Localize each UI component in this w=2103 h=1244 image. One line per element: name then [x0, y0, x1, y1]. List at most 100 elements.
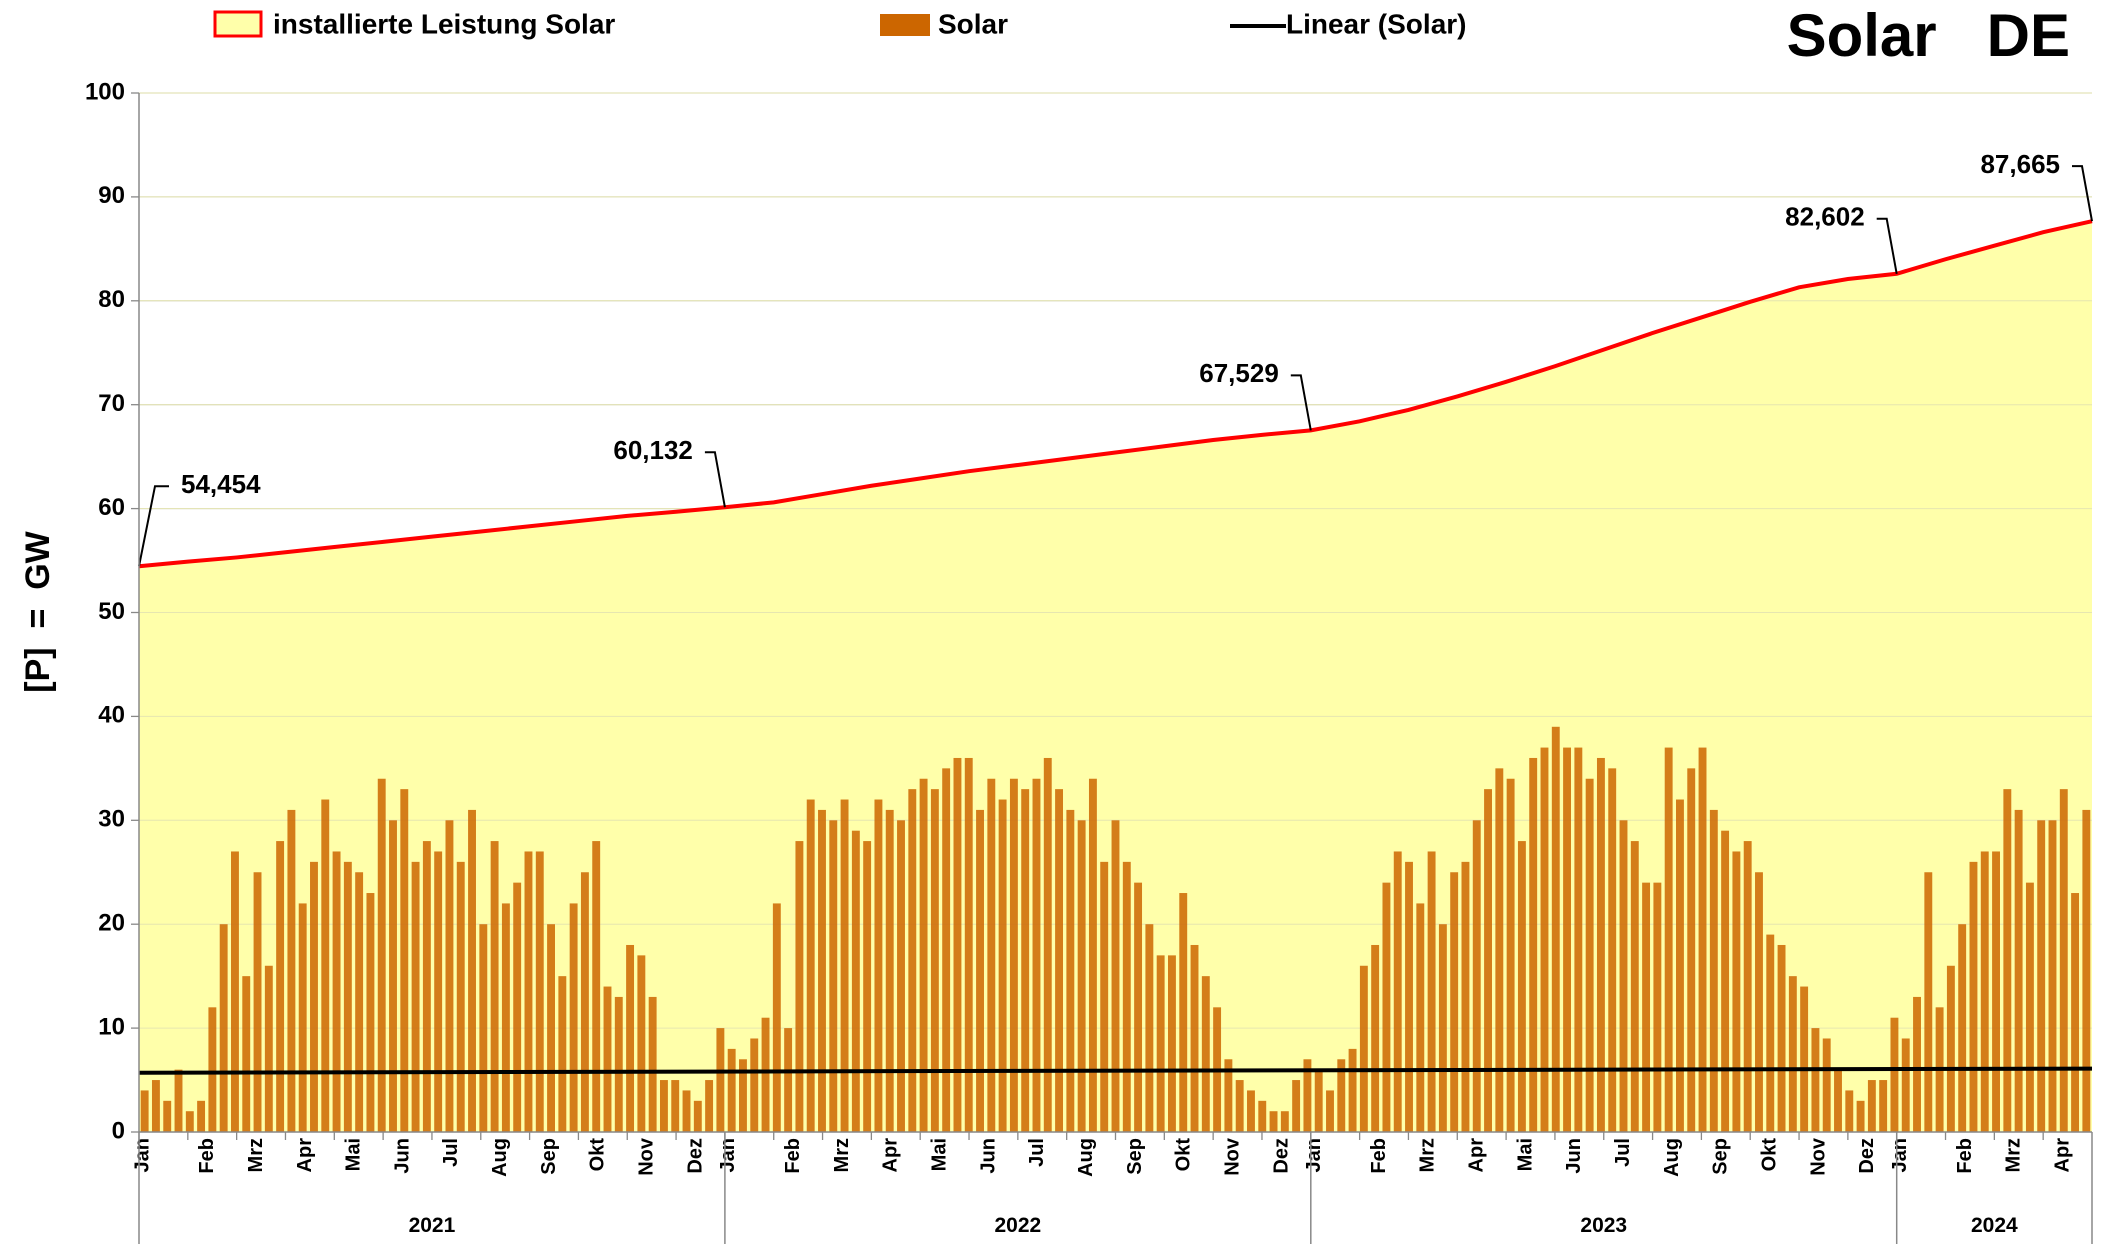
- solar-bar: [1461, 861, 1470, 1132]
- solar-bar: [490, 841, 499, 1132]
- solar-bar: [829, 820, 838, 1132]
- solar-bar: [750, 1038, 759, 1132]
- solar-bar: [321, 799, 330, 1132]
- solar-bar: [1450, 872, 1459, 1132]
- x-tick-label: Aug: [1661, 1138, 1683, 1177]
- solar-bar: [603, 986, 612, 1132]
- solar-bar: [231, 851, 239, 1132]
- solar-bar: [1743, 841, 1752, 1132]
- solar-bar: [1540, 747, 1549, 1132]
- solar-bar: [434, 851, 443, 1132]
- x-tick-label: Jan: [717, 1138, 739, 1172]
- legend-swatch: [213, 10, 263, 38]
- solar-bar: [558, 976, 567, 1132]
- solar-bar: [818, 809, 826, 1132]
- solar-bar: [772, 903, 781, 1132]
- legend-label: Linear (Solar): [1286, 8, 1466, 39]
- solar-bar: [1834, 1069, 1842, 1132]
- solar-bar: [1371, 944, 1380, 1132]
- capacity-line: [138, 219, 2093, 569]
- solar-bar: [151, 1080, 160, 1132]
- solar-bar: [1235, 1080, 1244, 1132]
- solar-bar: [1438, 924, 1447, 1132]
- solar-bar: [445, 820, 454, 1132]
- solar-bar: [1269, 1111, 1278, 1132]
- y-tick-label: 30: [98, 806, 125, 833]
- solar-bar: [2059, 789, 2068, 1132]
- solar-bar: [2025, 882, 2034, 1132]
- x-tick-label: Apr: [880, 1138, 902, 1173]
- solar-bar: [298, 903, 307, 1132]
- solar-bar: [276, 841, 285, 1132]
- solar-bar: [1506, 778, 1515, 1132]
- solar-bar: [219, 924, 228, 1132]
- solar-bar: [784, 1028, 793, 1132]
- solar-bar: [332, 851, 341, 1132]
- solar-bar: [1732, 851, 1741, 1132]
- solar-bar: [1179, 893, 1188, 1132]
- solar-bar: [456, 861, 465, 1132]
- x-tick-label: Jan: [1889, 1138, 1911, 1172]
- value-label: 82,602: [1785, 202, 1865, 232]
- x-tick-label: Jul: [1612, 1138, 1634, 1167]
- solar-bar: [1314, 1069, 1323, 1132]
- solar-bar: [987, 778, 996, 1132]
- solar-bar: [524, 851, 533, 1132]
- solar-bar: [1585, 778, 1594, 1132]
- solar-bar: [1800, 986, 1809, 1132]
- solar-bar: [1687, 768, 1696, 1132]
- solar-bar: [1755, 872, 1763, 1132]
- solar-bar: [2082, 809, 2091, 1132]
- solar-bar: [1292, 1080, 1301, 1132]
- x-tick-label: Feb: [1954, 1138, 1976, 1174]
- x-tick-label: Jun: [1563, 1138, 1585, 1174]
- solar-bar: [1032, 778, 1041, 1132]
- solar-bar: [569, 903, 578, 1132]
- x-tick-label: Aug: [1075, 1138, 1097, 1177]
- solar-bar: [739, 1059, 747, 1132]
- solar-bar: [1845, 1090, 1854, 1132]
- solar-bar: [1709, 809, 1718, 1132]
- solar-bar: [163, 1100, 172, 1132]
- y-tick-label: 20: [98, 910, 125, 937]
- solar-bar: [1642, 882, 1651, 1132]
- solar-bar: [355, 872, 364, 1132]
- solar-bar: [1043, 757, 1052, 1132]
- solar-bar: [580, 872, 589, 1132]
- solar-bar: [953, 757, 962, 1132]
- solar-bar: [1517, 841, 1526, 1132]
- x-tick-label: Jul: [1026, 1138, 1048, 1167]
- solar-bar: [727, 1048, 736, 1132]
- solar-bar: [716, 1028, 725, 1132]
- solar-bar: [422, 841, 431, 1132]
- solar-bar: [253, 872, 262, 1132]
- solar-bar: [1574, 747, 1583, 1132]
- label-leader: [138, 485, 169, 567]
- solar-bar: [140, 1090, 149, 1132]
- solar-bar: [1416, 903, 1425, 1132]
- y-tick-label: 0: [112, 1117, 125, 1144]
- x-tick-label: Jan: [1303, 1138, 1325, 1172]
- value-label: 67,529: [1199, 358, 1279, 388]
- x-tick-label: Apr: [1466, 1138, 1488, 1173]
- x-tick-label: Feb: [1368, 1138, 1390, 1174]
- solar-bar: [411, 861, 420, 1132]
- solar-bar: [761, 1017, 770, 1132]
- solar-bar: [479, 924, 488, 1132]
- x-tick-label: Nov: [1807, 1137, 1829, 1176]
- solar-bar: [1596, 757, 1605, 1132]
- y-tick-label: 40: [98, 702, 125, 729]
- solar-bar: [1382, 882, 1391, 1132]
- solar-bar: [976, 809, 984, 1132]
- solar-bar: [400, 789, 409, 1132]
- solar-bar: [998, 799, 1007, 1132]
- solar-bar: [693, 1100, 702, 1132]
- x-tick-label: Apr: [2051, 1138, 2073, 1173]
- x-tick-label: Apr: [294, 1138, 316, 1173]
- solar-bar: [1811, 1028, 1820, 1132]
- x-tick-label: Mai: [343, 1138, 365, 1171]
- solar-bar: [1890, 1017, 1899, 1132]
- solar-bar: [1608, 768, 1617, 1132]
- x-tick-label: Sep: [538, 1138, 560, 1175]
- solar-bar: [1359, 965, 1368, 1132]
